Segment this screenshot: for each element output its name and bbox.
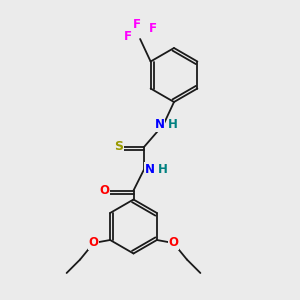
Text: F: F [149,22,157,35]
Text: O: O [99,184,109,197]
Text: N: N [145,163,155,176]
Text: N: N [155,118,165,131]
Text: S: S [114,140,123,154]
Text: O: O [88,236,99,250]
Text: F: F [133,18,141,31]
Text: O: O [168,236,178,250]
Text: F: F [124,30,131,43]
Text: H: H [168,118,178,131]
Text: H: H [158,163,167,176]
